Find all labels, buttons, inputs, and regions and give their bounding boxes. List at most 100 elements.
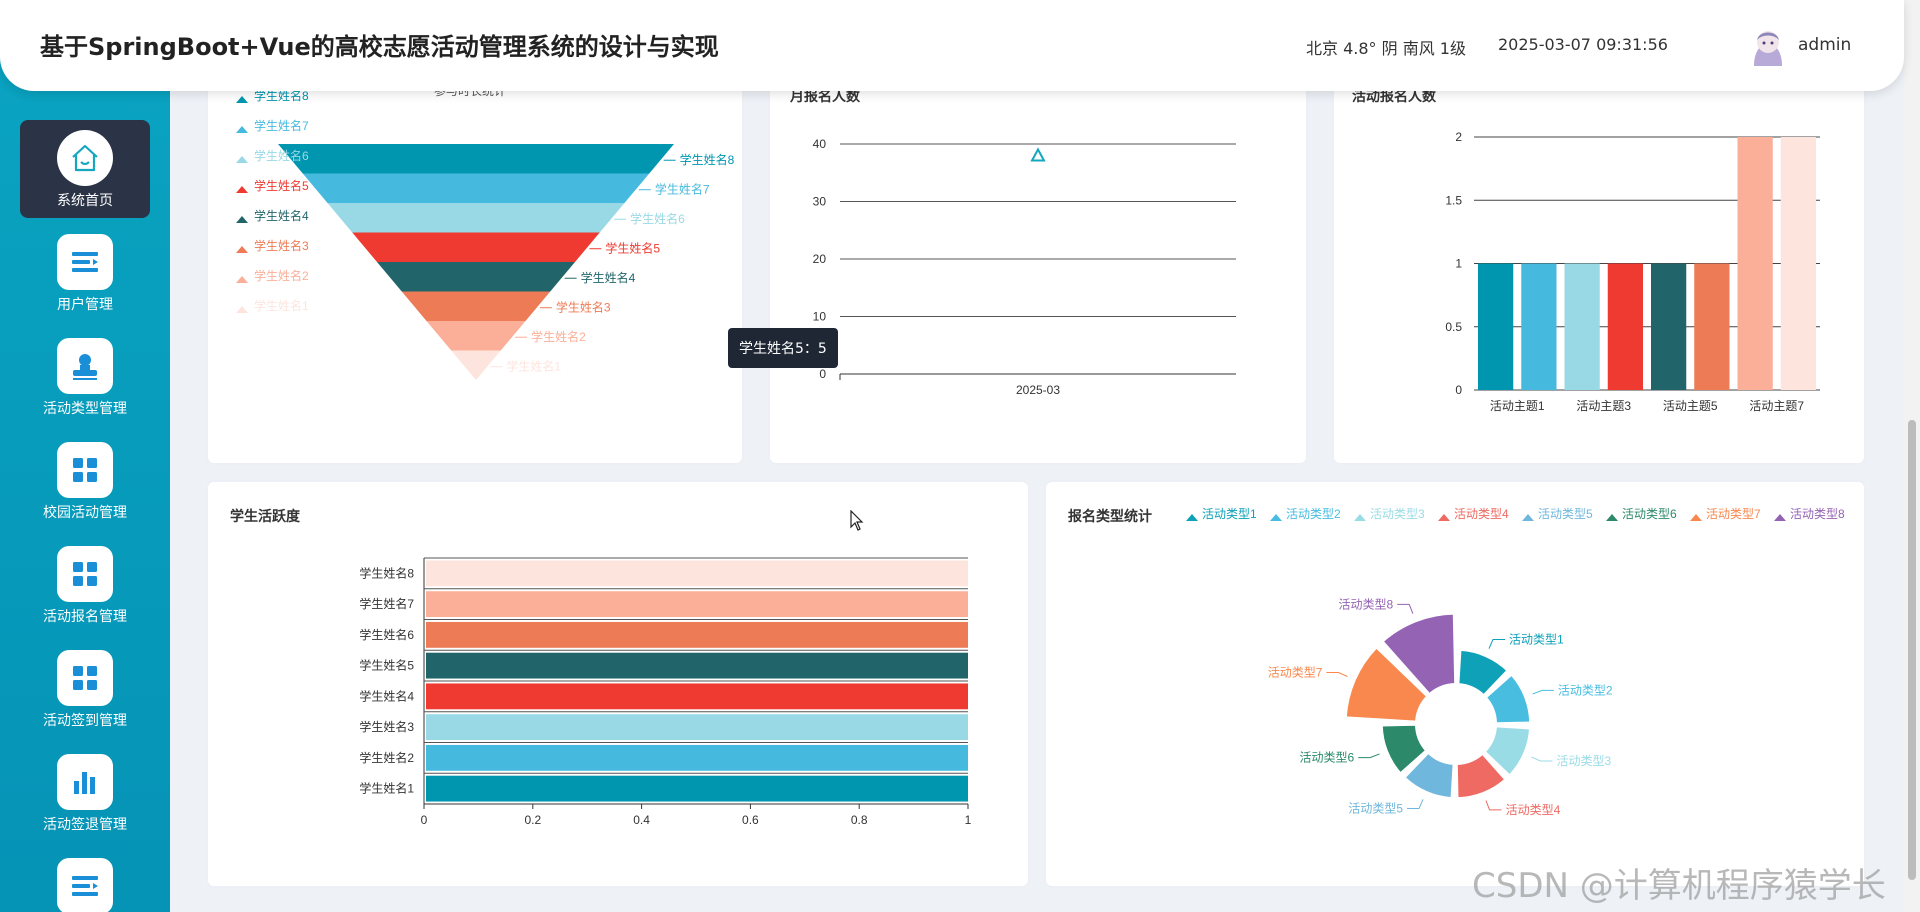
watermark: CSDN @计算机程序猿学长 [1472,866,1886,906]
line-point[interactable] [1030,147,1046,162]
pie-label-line [1485,800,1502,811]
sidebar: 系统首页 用户管理 活动类型管理 校园活动管理活动报名管理 活动签到管理 活动签退管理 [0,0,170,912]
legend-marker-icon[interactable] [236,126,248,133]
sidebar-item-6[interactable]: 活动签到管理 [20,640,150,738]
hbar[interactable] [426,683,968,710]
pie-slice[interactable] [1344,646,1429,723]
funnel-segment[interactable] [451,350,501,381]
legend-marker-icon[interactable] [1774,514,1786,521]
funnel-segment[interactable] [377,262,575,292]
pie-slice[interactable] [1380,723,1428,775]
legend-label[interactable]: 活动类型7 [1706,507,1761,521]
funnel-segment[interactable] [426,321,526,351]
y-tick-label: 学生姓名1 [359,781,414,796]
pie-slice[interactable] [1403,751,1455,800]
sidebar-item-label: 活动报名管理 [43,609,127,625]
sidebar-item-5[interactable]: 活动报名管理 [20,536,150,634]
funnel-segment[interactable] [278,144,674,174]
hbar[interactable] [426,621,968,648]
pie-label: 活动类型7 [1268,666,1323,680]
list-icon [57,234,113,290]
pie-slice[interactable] [1455,752,1507,800]
sidebar-item-3[interactable]: 活动类型管理 [20,328,150,426]
hbar[interactable] [426,775,968,802]
pie-slice[interactable] [1483,725,1532,777]
legend-label[interactable]: 活动类型2 [1286,507,1341,521]
legend-label[interactable]: 学生姓名8 [254,88,309,103]
funnel-segment[interactable] [401,291,551,322]
pie-slice[interactable] [1457,648,1509,697]
grid-icon [57,546,113,602]
hbar[interactable] [426,591,968,618]
sidebar-item-2[interactable]: 用户管理 [20,224,150,322]
hbar[interactable] [426,652,968,679]
x-tick-label: 2025-03 [1016,383,1060,397]
bar[interactable] [1780,137,1816,390]
pie-slice[interactable] [1484,673,1532,725]
chart-tooltip: 学生姓名5：5 [728,328,838,368]
top-header: 基于SpringBoot+Vue的高校志愿活动管理系统的设计与实现 北京 4.8… [0,0,1904,91]
bar[interactable] [1737,137,1773,390]
legend-label[interactable]: 活动类型6 [1622,507,1677,521]
username[interactable]: admin [1798,35,1852,55]
page-title: 基于SpringBoot+Vue的高校志愿活动管理系统的设计与实现 [40,33,719,61]
legend-label[interactable]: 学生姓名5 [254,178,309,193]
legend-marker-icon[interactable] [236,246,248,253]
sidebar-item-7[interactable]: 活动签退管理 [20,744,150,842]
legend-label[interactable]: 活动类型1 [1202,507,1257,521]
pie-label: 活动类型5 [1348,801,1403,815]
funnel-segment[interactable] [352,232,600,263]
legend-marker-icon[interactable] [1690,514,1702,521]
legend-marker-icon[interactable] [236,276,248,283]
legend-marker-icon[interactable] [1606,514,1618,521]
legend-label[interactable]: 活动类型5 [1538,507,1593,521]
bar[interactable] [1478,263,1514,391]
funnel-segment[interactable] [327,203,625,233]
y-tick-label: 学生姓名8 [359,565,414,580]
x-tick-label: 活动主题7 [1749,399,1804,413]
legend-marker-icon[interactable] [236,306,248,313]
legend-label[interactable]: 学生姓名6 [254,148,309,163]
sidebar-item-4[interactable]: 校园活动管理 [20,432,150,530]
hbar[interactable] [426,714,968,741]
funnel-segment[interactable] [302,173,650,204]
legend-label[interactable]: 学生姓名4 [254,208,309,223]
legend-label[interactable]: 学生姓名1 [254,298,309,313]
hbar[interactable] [426,560,968,587]
pie-slice[interactable] [1381,612,1457,696]
legend-marker-icon[interactable] [236,156,248,163]
legend-marker-icon[interactable] [1270,514,1282,521]
legend-marker-icon[interactable] [1438,514,1450,521]
legend-label[interactable]: 活动类型4 [1454,507,1509,521]
sidebar-item-label: 活动签到管理 [43,713,127,729]
avatar[interactable] [1750,26,1786,66]
legend-marker-icon[interactable] [236,96,248,103]
bar[interactable] [1651,263,1687,391]
sidebar-item-1[interactable]: 系统首页 [20,120,150,218]
pie-label-line [1531,756,1553,762]
datetime: 2025-03-07 09:31:56 [1498,35,1668,54]
legend-marker-icon[interactable] [1354,514,1366,521]
y-tick-label: 0 [819,367,826,381]
sidebar-item-label: 活动签退管理 [43,817,127,833]
hbar-chart: 学生姓名1 学生姓名2 学生姓名3 学生姓名4 学生姓名5 学生姓名6 学生姓名7 学生姓名8… [359,557,972,827]
scrollbar-thumb[interactable] [1908,420,1916,880]
pie-label: 活动类型2 [1558,683,1613,697]
legend-label[interactable]: 活动类型8 [1790,507,1845,521]
bar[interactable] [1607,263,1643,391]
bar[interactable] [1564,263,1600,391]
legend-label[interactable]: 学生姓名7 [254,118,309,133]
legend-marker-icon[interactable] [1186,514,1198,521]
hbar[interactable] [426,744,968,771]
sidebar-item-8[interactable] [20,848,150,912]
legend-label[interactable]: 学生姓名2 [254,268,309,283]
legend-marker-icon[interactable] [1522,514,1534,521]
bar[interactable] [1694,263,1730,391]
legend-marker-icon[interactable] [236,216,248,223]
legend-label[interactable]: 学生姓名3 [254,238,309,253]
legend-label[interactable]: 活动类型3 [1370,507,1425,521]
y-tick-label: 学生姓名3 [359,719,414,734]
bar[interactable] [1521,263,1557,391]
pie-label: 活动类型3 [1556,754,1611,768]
legend-marker-icon[interactable] [236,186,248,193]
